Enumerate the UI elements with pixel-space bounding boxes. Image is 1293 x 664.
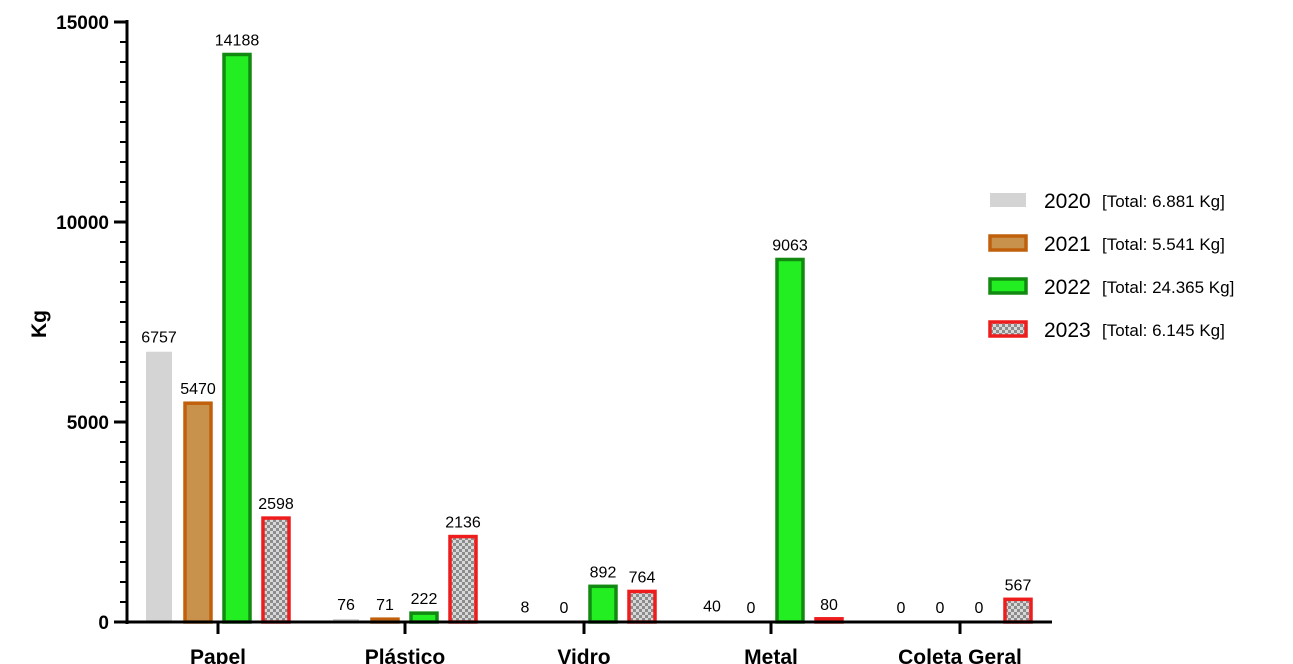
x-tick-label: Metal xyxy=(744,646,798,664)
legend-total-2023: [Total: 6.145 Kg] xyxy=(1102,321,1225,340)
legend-total-2020: [Total: 6.881 Kg] xyxy=(1102,192,1225,211)
x-tick-label: Plástico xyxy=(365,646,446,664)
legend-swatch-2021 xyxy=(988,234,1028,252)
data-label: 76 xyxy=(337,597,355,614)
legend-label-2021: 2021 xyxy=(1044,233,1091,256)
legend-swatch-2023 xyxy=(988,320,1028,338)
legend-label-2022: 2022 xyxy=(1044,276,1091,299)
data-label: 0 xyxy=(897,600,906,617)
legend-label-2023: 2023 xyxy=(1044,319,1091,342)
data-label: 80 xyxy=(820,597,838,614)
x-tick-label: Vidro xyxy=(557,646,610,664)
legend-swatch-2020 xyxy=(990,193,1026,207)
legend-total-2022: [Total: 24.365 Kg] xyxy=(1102,278,1234,297)
data-label: 0 xyxy=(975,600,984,617)
data-label: 5470 xyxy=(180,381,216,398)
bar-2022-papel xyxy=(222,52,252,624)
bar-2020-papel xyxy=(146,351,172,622)
bar-2021-papel xyxy=(183,401,213,624)
data-label: 40 xyxy=(703,598,721,615)
legend: 2020 [Total: 6.881 Kg] 2021 [Total: 5.541 K… xyxy=(988,190,1234,342)
data-label: 892 xyxy=(590,564,617,581)
legend-total-2021: [Total: 5.541 Kg] xyxy=(1102,235,1225,254)
bar-2023-papel xyxy=(261,516,291,624)
y-tick-label: 5000 xyxy=(67,413,109,434)
data-label: 71 xyxy=(376,597,394,614)
y-tick-label: 0 xyxy=(98,613,109,634)
data-label: 2136 xyxy=(445,515,481,532)
y-tick-label: 15000 xyxy=(56,13,109,34)
y-axis-title: Kg xyxy=(28,310,51,338)
x-tick-label: Coleta Geral xyxy=(898,646,1022,664)
data-label: 0 xyxy=(560,600,569,617)
bar-2023-plástico xyxy=(448,534,478,624)
data-label: 0 xyxy=(747,600,756,617)
y-tick-label: 10000 xyxy=(56,213,109,234)
bar-2020-plástico xyxy=(333,618,359,622)
data-label: 222 xyxy=(411,591,438,608)
data-label: 14188 xyxy=(215,32,260,49)
data-label: 6757 xyxy=(141,330,177,347)
legend-label-2020: 2020 xyxy=(1044,190,1091,213)
bar-2023-vidro xyxy=(627,589,657,624)
data-label: 9063 xyxy=(772,237,808,254)
data-label: 567 xyxy=(1005,577,1032,594)
data-label: 8 xyxy=(521,600,530,617)
data-label: 2598 xyxy=(258,496,294,513)
data-label: 0 xyxy=(936,600,945,617)
bar-2022-metal xyxy=(775,257,805,624)
plot-area: 6757 76 8 40 0 5470 71 0 0 0 14188 222 892 9063 0 2598 2… xyxy=(56,13,1052,664)
bar-2022-vidro xyxy=(588,584,618,624)
bar-2023-coleta-geral xyxy=(1003,597,1033,624)
x-tick-label: Papel xyxy=(190,646,246,664)
data-label: 764 xyxy=(629,569,656,586)
legend-swatch-2022 xyxy=(988,277,1028,295)
